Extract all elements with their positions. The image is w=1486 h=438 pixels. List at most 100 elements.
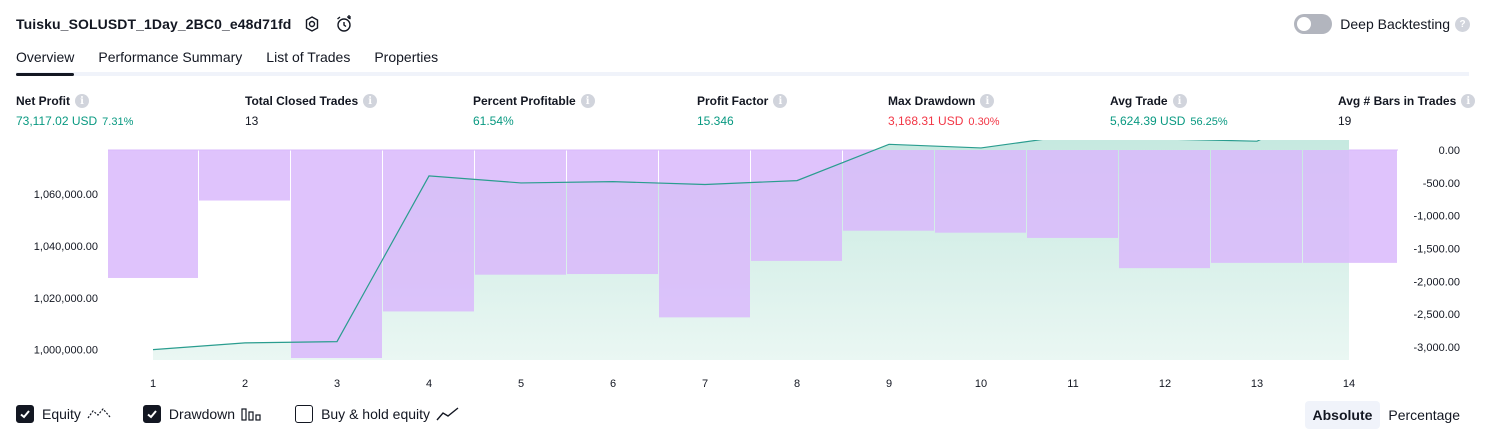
drawdown-bar bbox=[108, 150, 198, 278]
x-tick-label: 4 bbox=[426, 378, 432, 390]
y-right-tick-label: -3,000.00 bbox=[1414, 342, 1460, 354]
buy-hold-line-icon bbox=[436, 406, 460, 422]
x-tick-label: 8 bbox=[794, 378, 800, 390]
buy-hold-label: Buy & hold equity bbox=[321, 406, 430, 422]
y-left-tick-label: 1,040,000.00 bbox=[34, 241, 98, 253]
tab-performance-summary[interactable]: Performance Summary bbox=[98, 44, 242, 72]
y-right-tick-label: -1,000.00 bbox=[1414, 211, 1460, 223]
drawdown-bar bbox=[383, 150, 474, 311]
x-tick-label: 14 bbox=[1343, 378, 1355, 390]
y-right-tick-label: -1,500.00 bbox=[1414, 243, 1460, 255]
info-icon[interactable]: i bbox=[1461, 94, 1475, 108]
add-alert-icon[interactable] bbox=[333, 13, 355, 35]
y-right-tick-label: -2,500.00 bbox=[1414, 309, 1460, 321]
drawdown-bar bbox=[1119, 150, 1210, 268]
x-tick-label: 5 bbox=[518, 378, 524, 390]
drawdown-bar bbox=[935, 150, 1026, 233]
legend-buy-hold[interactable]: Buy & hold equity bbox=[295, 405, 460, 423]
drawdown-bar bbox=[1303, 150, 1397, 263]
equity-line-icon bbox=[87, 406, 111, 422]
metric-profit-factor: Profit Factor i 15.346 bbox=[697, 93, 787, 130]
metric-label: Percent Profitable bbox=[473, 94, 576, 108]
y-left-tick-label: 1,020,000.00 bbox=[34, 293, 98, 305]
absolute-button[interactable]: Absolute bbox=[1305, 401, 1381, 429]
metric-net-profit: Net Profit i 73,117.02 USD 7.31% bbox=[16, 93, 133, 130]
x-tick-label: 1 bbox=[150, 378, 156, 390]
toggle-knob bbox=[1297, 17, 1311, 31]
y-right-tick-label: -2,000.00 bbox=[1414, 276, 1460, 288]
deep-backtesting-label: Deep Backtesting bbox=[1340, 16, 1450, 32]
mode-switch: Absolute Percentage bbox=[1305, 401, 1469, 429]
equity-checkbox[interactable] bbox=[16, 405, 34, 423]
metric-percent: 0.30% bbox=[968, 116, 999, 128]
x-tick-label: 10 bbox=[975, 378, 987, 390]
metric-avg-trade: Avg Trade i 5,624.39 USD 56.25% bbox=[1110, 93, 1228, 130]
metric-value: 5,624.39 USD bbox=[1110, 114, 1185, 128]
x-tick-label: 6 bbox=[610, 378, 616, 390]
drawdown-bar bbox=[1211, 150, 1302, 263]
drawdown-bar bbox=[199, 150, 290, 201]
info-icon[interactable]: i bbox=[363, 94, 377, 108]
x-tick-label: 11 bbox=[1067, 378, 1078, 390]
drawdown-bar bbox=[567, 150, 658, 274]
drawdown-bar bbox=[475, 150, 566, 275]
info-icon[interactable]: i bbox=[773, 94, 787, 108]
x-tick-label: 12 bbox=[1159, 378, 1171, 390]
drawdown-bar bbox=[291, 150, 382, 358]
legend-drawdown[interactable]: Drawdown bbox=[143, 405, 263, 423]
x-tick-label: 9 bbox=[886, 378, 892, 390]
metric-value: 19 bbox=[1338, 114, 1351, 128]
tab-list-of-trades[interactable]: List of Trades bbox=[266, 44, 350, 72]
x-tick-label: 3 bbox=[334, 378, 340, 390]
settings-icon[interactable] bbox=[301, 13, 323, 35]
deep-backtesting-toggle[interactable] bbox=[1294, 14, 1332, 34]
metric-percent: 56.25% bbox=[1190, 116, 1227, 128]
metric-percent: 7.31% bbox=[102, 116, 133, 128]
legend-equity[interactable]: Equity bbox=[16, 405, 111, 423]
percentage-button[interactable]: Percentage bbox=[1380, 401, 1468, 429]
metric-percent-profitable: Percent Profitable i 61.54% bbox=[473, 93, 595, 130]
y-left-tick-label: 1,000,000.00 bbox=[34, 345, 98, 357]
help-icon[interactable]: ? bbox=[1455, 17, 1470, 32]
metric-label: Net Profit bbox=[16, 94, 70, 108]
drawdown-bar bbox=[659, 150, 750, 317]
drawdown-bar bbox=[1027, 150, 1118, 238]
drawdown-label: Drawdown bbox=[169, 406, 235, 422]
metric-avg-bars: Avg # Bars in Trades i 19 bbox=[1338, 93, 1475, 130]
x-tick-label: 13 bbox=[1251, 378, 1263, 390]
metric-max-drawdown: Max Drawdown i 3,168.31 USD 0.30% bbox=[888, 93, 1000, 130]
strategy-title: Tuisku_SOLUSDT_1Day_2BC0_e48d71fd bbox=[16, 16, 291, 32]
info-icon[interactable]: i bbox=[75, 94, 89, 108]
metric-value: 61.54% bbox=[473, 114, 514, 128]
metric-value: 15.346 bbox=[697, 114, 734, 128]
metric-label: Avg Trade bbox=[1110, 94, 1168, 108]
metric-label: Max Drawdown bbox=[888, 94, 975, 108]
y-left-tick-label: 1,060,000.00 bbox=[34, 189, 98, 201]
info-icon[interactable]: i bbox=[1173, 94, 1187, 108]
chart-legend: Equity Drawdown Buy & hold equity bbox=[16, 403, 492, 425]
equity-drawdown-chart[interactable]: 1,000,000.00 1,020,000.00 1,040,000.00 1,06… bbox=[0, 140, 1486, 395]
x-tick-label: 2 bbox=[242, 378, 248, 390]
drawdown-checkbox[interactable] bbox=[143, 405, 161, 423]
x-tick-label: 7 bbox=[702, 378, 708, 390]
tab-bar: Overview Performance Summary List of Tra… bbox=[16, 44, 1469, 76]
metric-label: Profit Factor bbox=[697, 94, 768, 108]
equity-label: Equity bbox=[42, 406, 81, 422]
drawdown-bar bbox=[843, 150, 934, 231]
buy-hold-checkbox[interactable] bbox=[295, 405, 313, 423]
deep-backtesting: Deep Backtesting ? bbox=[1294, 13, 1470, 35]
tab-overview[interactable]: Overview bbox=[16, 44, 74, 72]
metric-value: 3,168.31 USD bbox=[888, 114, 963, 128]
info-icon[interactable]: i bbox=[980, 94, 994, 108]
info-icon[interactable]: i bbox=[581, 94, 595, 108]
drawdown-bar bbox=[751, 150, 842, 261]
metric-value: 73,117.02 USD bbox=[16, 114, 97, 128]
metric-label: Avg # Bars in Trades bbox=[1338, 94, 1456, 108]
metric-total-closed-trades: Total Closed Trades i 13 bbox=[245, 93, 377, 130]
tab-properties[interactable]: Properties bbox=[374, 44, 438, 72]
drawdown-bars-icon bbox=[241, 406, 263, 422]
title-row: Tuisku_SOLUSDT_1Day_2BC0_e48d71fd bbox=[16, 12, 355, 36]
metric-value: 13 bbox=[245, 114, 258, 128]
y-right-tick-label: 0.00 bbox=[1439, 145, 1460, 157]
metric-label: Total Closed Trades bbox=[245, 94, 358, 108]
